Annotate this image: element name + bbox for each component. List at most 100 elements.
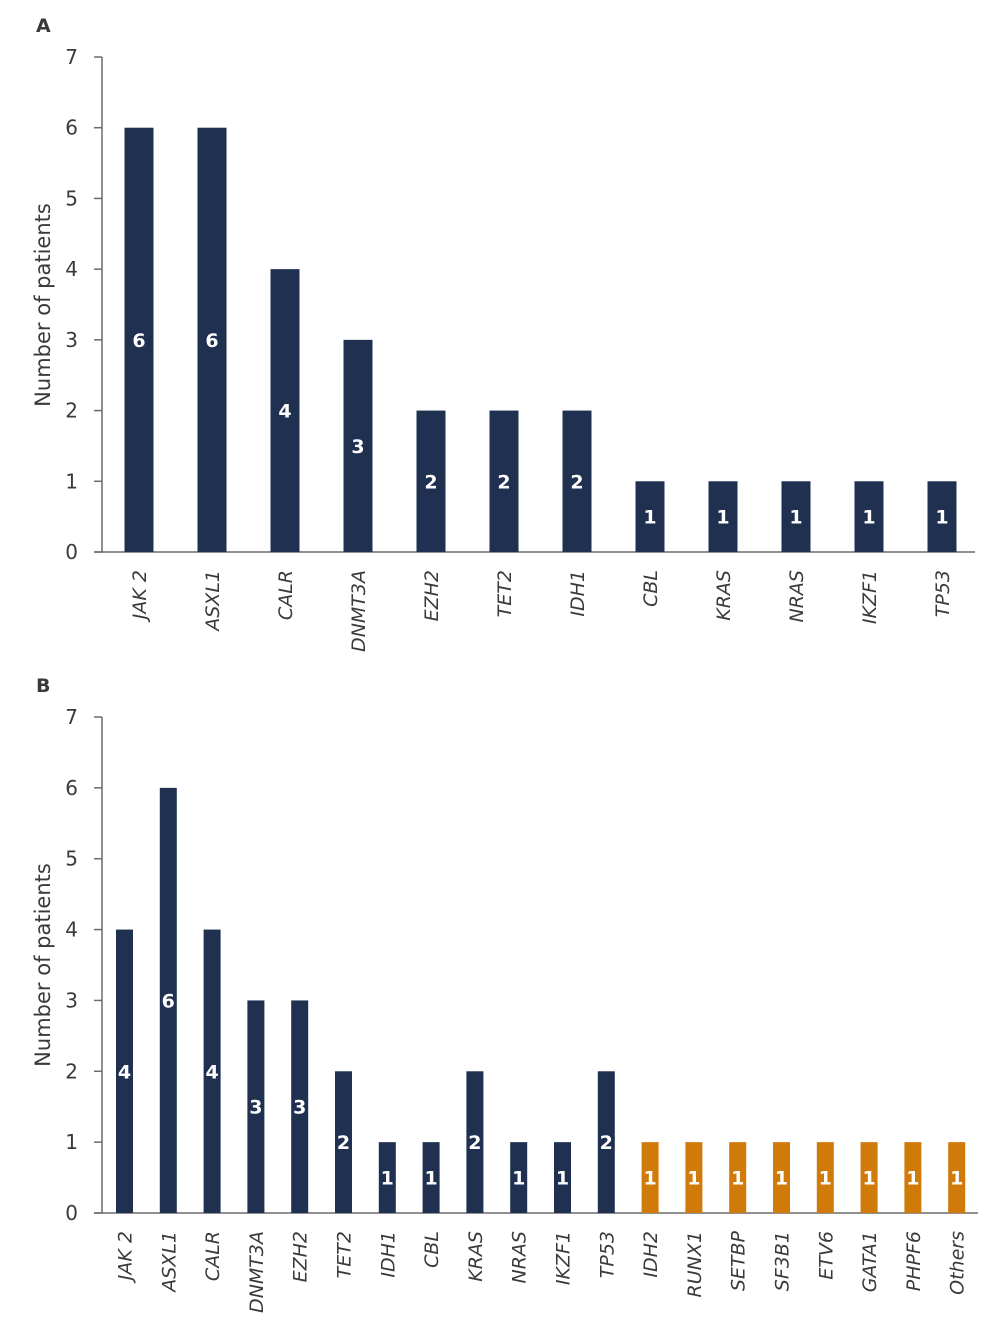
x-tick-label: SF3B1 xyxy=(772,1231,794,1291)
x-tick-label: SETBP xyxy=(728,1230,750,1291)
bar xyxy=(597,1071,615,1213)
panel-a-chart: A Number of patients 0 1 2 3 4 5 6 7 6 JAK 2 6 ASXL… xyxy=(31,15,975,652)
x-tick-label: KRAS xyxy=(713,570,735,621)
x-tick-label: NRAS xyxy=(509,1231,531,1283)
x-tick-label: CBL xyxy=(640,570,662,607)
y-tick-label: 7 xyxy=(65,45,78,69)
y-tick-label: 3 xyxy=(65,328,78,352)
bar xyxy=(378,1142,396,1213)
data-label: 2 xyxy=(497,471,510,493)
data-label: 2 xyxy=(468,1132,481,1154)
bar xyxy=(816,1142,834,1213)
panel-b-chart: B Number of patients 0 1 2 3 4 5 6 7 4 JAK 2 6 ASXL… xyxy=(31,675,978,1313)
data-label: 1 xyxy=(906,1168,919,1190)
data-label: 2 xyxy=(570,471,583,493)
y-tick-label: 5 xyxy=(65,847,78,871)
bar xyxy=(466,1071,484,1213)
x-tick-label: IKZF1 xyxy=(553,1231,575,1285)
x-tick-label: ASXL1 xyxy=(202,570,224,633)
x-tick-label: TET2 xyxy=(334,1231,356,1278)
x-tick-label: EZH2 xyxy=(290,1231,312,1282)
bar xyxy=(116,929,133,1213)
bar xyxy=(159,787,177,1213)
bar xyxy=(416,410,446,552)
x-tick-label: KRAS xyxy=(465,1231,487,1282)
data-label: 1 xyxy=(731,1168,744,1190)
data-label: 1 xyxy=(950,1168,963,1190)
y-tick-label: 2 xyxy=(65,1059,78,1083)
x-tick-label: ASXL1 xyxy=(158,1231,180,1294)
data-label: 1 xyxy=(643,507,656,529)
x-tick-label: EZH2 xyxy=(421,570,443,621)
bar xyxy=(124,127,154,552)
y-tick-label: 2 xyxy=(65,399,78,423)
bar xyxy=(948,1142,966,1213)
data-label: 1 xyxy=(862,507,875,529)
panel-label-a: A xyxy=(36,15,51,37)
x-tick-label: IDH1 xyxy=(567,570,589,617)
bar xyxy=(773,1142,790,1213)
bar xyxy=(270,269,300,552)
bar xyxy=(729,1142,747,1213)
y-tick-label: 6 xyxy=(65,116,78,140)
data-label: 1 xyxy=(512,1168,525,1190)
x-tick-label: TP53 xyxy=(596,1231,618,1278)
bar xyxy=(422,1142,440,1213)
x-tick-label: DNMT3A xyxy=(348,570,370,652)
bar xyxy=(510,1142,528,1213)
data-label: 1 xyxy=(935,507,948,529)
y-tick-label: 1 xyxy=(65,469,78,493)
data-label: 1 xyxy=(381,1168,394,1190)
data-label: 1 xyxy=(716,507,729,529)
x-tick-label: TET2 xyxy=(494,570,516,617)
bar xyxy=(203,929,221,1213)
x-tick-label: JAK 2 xyxy=(115,1231,137,1284)
data-label: 4 xyxy=(118,1061,131,1083)
x-tick-label: CBL xyxy=(421,1231,443,1268)
data-label: 1 xyxy=(424,1168,437,1190)
x-tick-label: TP53 xyxy=(932,570,954,617)
data-label: 3 xyxy=(293,1097,306,1119)
bar xyxy=(708,481,738,552)
x-tick-label: NRAS xyxy=(786,570,808,622)
data-label: 3 xyxy=(249,1097,262,1119)
bar xyxy=(343,339,373,552)
y-tick-label: 1 xyxy=(65,1130,78,1154)
x-tick-label: PHPF6 xyxy=(903,1231,925,1291)
x-tick-label: CALR xyxy=(202,1231,224,1281)
bar xyxy=(489,410,519,552)
y-tick-label: 6 xyxy=(65,776,78,800)
x-tick-label: GATA1 xyxy=(859,1231,881,1292)
data-label: 1 xyxy=(789,507,802,529)
y-tick-label: 0 xyxy=(65,1201,78,1225)
data-label: 1 xyxy=(819,1168,832,1190)
data-label: 1 xyxy=(556,1168,569,1190)
bar xyxy=(927,481,957,552)
data-label: 4 xyxy=(278,401,291,423)
bar xyxy=(291,1000,309,1213)
data-label: 1 xyxy=(775,1168,788,1190)
y-tick-label: 4 xyxy=(65,918,78,942)
bar xyxy=(685,1142,703,1213)
bar xyxy=(562,410,592,552)
data-label: 1 xyxy=(862,1168,875,1190)
data-label: 3 xyxy=(351,436,364,458)
bar xyxy=(854,481,884,552)
bar xyxy=(197,127,227,552)
data-label: 1 xyxy=(643,1168,656,1190)
y-axis-title-a: Number of patients xyxy=(31,203,55,407)
y-tick-label: 3 xyxy=(65,988,78,1012)
data-label: 2 xyxy=(600,1132,613,1154)
x-tick-label: IDH1 xyxy=(377,1231,399,1278)
y-tick-label: 5 xyxy=(65,186,78,210)
x-tick-label: IDH2 xyxy=(640,1231,662,1278)
x-tick-label: Others xyxy=(947,1231,969,1295)
x-tick-label: JAK 2 xyxy=(129,570,151,623)
y-tick-label: 4 xyxy=(65,257,78,281)
bar xyxy=(641,1142,659,1213)
data-label: 2 xyxy=(337,1132,350,1154)
bar xyxy=(904,1142,922,1213)
x-tick-label: IKZF1 xyxy=(859,570,881,624)
bar xyxy=(860,1142,878,1213)
